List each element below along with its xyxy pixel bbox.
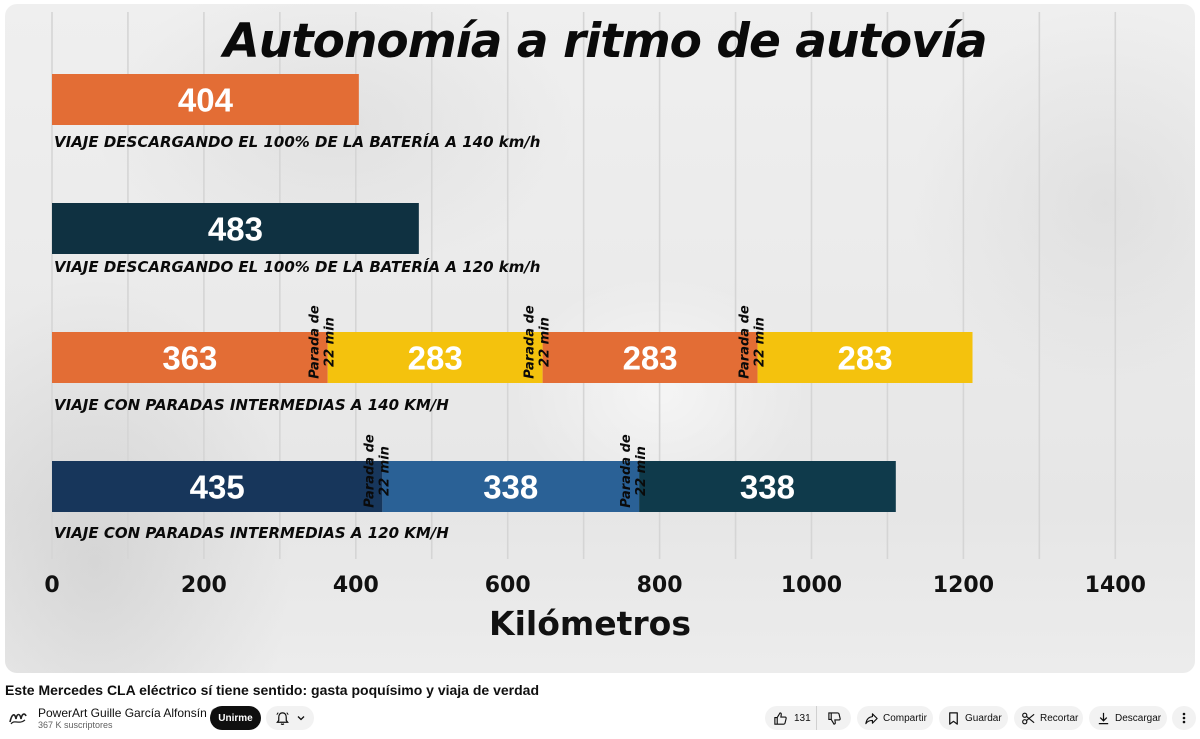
- like-button[interactable]: 131: [765, 706, 817, 730]
- clip-button[interactable]: Recortar: [1014, 706, 1083, 730]
- notifications-button[interactable]: [266, 706, 314, 730]
- x-tick-label: 600: [485, 573, 531, 598]
- bar-segment: [52, 332, 328, 383]
- bell-icon: [275, 711, 289, 725]
- join-button[interactable]: Unirme: [210, 706, 261, 730]
- thumbs-up-icon: [774, 711, 787, 725]
- range-chart: 0 200 400 600 800 1000 1200 1400 404 VIAJE DESCAR…: [44, 12, 1146, 598]
- bar-value-label: 338: [483, 469, 538, 506]
- x-tick-label: 800: [637, 573, 683, 598]
- stop-annotation-line: Parada de: [362, 434, 377, 508]
- video-player[interactable]: 0 200 400 600 800 1000 1200 1400 404 VIAJE DESCAR…: [5, 4, 1195, 673]
- bar-segment: [327, 332, 543, 383]
- stop-annotation-line: 22 min: [634, 446, 649, 496]
- scissors-icon: [1021, 712, 1034, 724]
- more-actions-button[interactable]: [1172, 706, 1196, 730]
- stop-annotation: Parada de22 min: [619, 434, 649, 508]
- like-dislike-group: 131: [765, 706, 851, 730]
- bar-value-label: 435: [190, 469, 245, 506]
- bar-segment: [639, 461, 896, 512]
- bar-value-label: 404: [178, 82, 234, 119]
- bar-value-label: 338: [740, 469, 795, 506]
- chart-title: Autonomía a ritmo de autovía: [223, 14, 987, 69]
- download-icon: [1098, 712, 1108, 724]
- bar-segment: [52, 461, 383, 512]
- stop-annotation: Parada de22 min: [738, 305, 768, 379]
- bar-value-label: 363: [162, 340, 217, 377]
- share-button[interactable]: Compartir: [857, 706, 933, 730]
- row-caption: VIAJE DESCARGANDO EL 100% DE LA BATERÍA …: [54, 132, 541, 151]
- x-axis-title: Kilómetros: [489, 604, 691, 643]
- thumbs-down-icon: [827, 711, 841, 725]
- x-tick-label: 1200: [933, 573, 994, 598]
- bar-segment: [757, 332, 973, 383]
- x-tick-label: 1000: [781, 573, 842, 598]
- stop-annotation-line: Parada de: [619, 434, 634, 508]
- share-label: Compartir: [883, 712, 927, 724]
- bar-segment: [52, 203, 419, 254]
- x-tick-label: 400: [333, 573, 379, 598]
- chevron-down-icon: [297, 716, 304, 721]
- bar-value-label: 283: [838, 340, 893, 377]
- channel-logo-icon: [9, 713, 27, 725]
- bar-value-label: 283: [408, 340, 463, 377]
- like-count: 131: [794, 712, 811, 724]
- stop-annotation-line: Parada de: [308, 305, 323, 379]
- bar-segment: [382, 461, 640, 512]
- channel-avatar[interactable]: [6, 706, 30, 730]
- channel-name[interactable]: PowerArt Guille García Alfonsín: [38, 706, 207, 720]
- bar-row: 404 VIAJE DESCARGANDO EL 100% DE LA BATER…: [52, 74, 541, 151]
- stop-annotation-line: 22 min: [753, 317, 768, 367]
- channel-name-row[interactable]: PowerArt Guille García Alfonsín ✓: [38, 706, 221, 720]
- stop-annotation-line: Parada de: [738, 305, 753, 379]
- stop-annotation-line: 22 min: [323, 317, 338, 367]
- x-tick-label: 0: [44, 573, 59, 598]
- row-caption: VIAJE DESCARGANDO EL 100% DE LA BATERÍA …: [54, 257, 541, 276]
- stop-annotation: Parada de22 min: [362, 434, 392, 508]
- bar-value-label: 283: [623, 340, 678, 377]
- share-arrow-icon: [864, 712, 878, 724]
- save-label: Guardar: [965, 712, 1002, 724]
- more-vertical-icon: [1182, 712, 1186, 724]
- clip-label: Recortar: [1040, 712, 1079, 724]
- bar-segment: [542, 332, 758, 383]
- row-caption: VIAJE CON PARADAS INTERMEDIAS A 140 KM/H: [54, 396, 449, 414]
- stop-annotation: Parada de22 min: [308, 305, 338, 379]
- bookmark-icon: [948, 711, 958, 725]
- stop-annotation-line: 22 min: [538, 317, 553, 367]
- stop-annotation: Parada de22 min: [523, 305, 553, 379]
- dislike-button[interactable]: [817, 706, 851, 730]
- x-tick-label: 200: [181, 573, 227, 598]
- video-title: Este Mercedes CLA eléctrico sí tiene sen…: [5, 682, 539, 698]
- download-label: Descargar: [1115, 712, 1162, 724]
- x-tick-label: 1400: [1085, 573, 1146, 598]
- row-caption: VIAJE CON PARADAS INTERMEDIAS A 120 KM/H: [54, 524, 449, 542]
- bar-row: 483 VIAJE DESCARGANDO EL 100% DE LA BATER…: [52, 203, 541, 276]
- subscriber-count: 367 K suscriptores: [38, 720, 113, 730]
- bar-segment: [52, 74, 359, 125]
- download-button[interactable]: Descargar: [1089, 706, 1167, 730]
- bar-value-label: 483: [208, 211, 263, 248]
- save-button[interactable]: Guardar: [939, 706, 1008, 730]
- stop-annotation-line: 22 min: [377, 446, 392, 496]
- stop-annotation-line: Parada de: [523, 305, 538, 379]
